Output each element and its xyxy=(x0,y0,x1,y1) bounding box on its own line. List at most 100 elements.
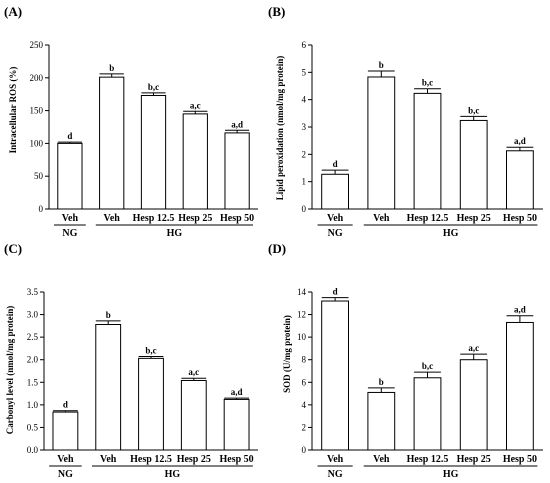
category-label: Veh xyxy=(62,213,79,224)
y-axis-label: Intracellular ROS (%) xyxy=(8,67,18,154)
y-tick-label: 6 xyxy=(302,40,307,50)
category-label: Hesp 50 xyxy=(503,213,537,224)
category-label: Veh xyxy=(373,454,390,465)
significance-label: b,c xyxy=(422,361,433,371)
bar xyxy=(99,76,125,210)
y-tick-label: 1.5 xyxy=(27,377,39,387)
bar xyxy=(182,113,208,210)
panel-a: (A) Intracellular ROS (%) 0 50 100 150 200 25… xyxy=(4,4,258,239)
category-label: Veh xyxy=(373,213,390,224)
significance-label: a,d xyxy=(231,387,243,397)
y-tick-label: 10 xyxy=(297,332,307,342)
y-tick-label: 3.0 xyxy=(27,310,39,320)
category-label: Hesp 12.5 xyxy=(130,454,172,465)
y-tick-label: 2 xyxy=(302,149,307,159)
category-label: Veh xyxy=(327,454,344,465)
category-label: Veh xyxy=(104,213,121,224)
y-tick-label: 3.5 xyxy=(27,287,39,297)
category-label: Hesp 50 xyxy=(220,454,254,465)
bar xyxy=(52,411,79,451)
y-tick-label: 8 xyxy=(302,355,307,365)
y-tick-label: 6 xyxy=(302,377,307,387)
bar xyxy=(223,398,250,451)
panel-b: (B) Lipid peroxidation (nmol/mg protein)… xyxy=(268,4,543,239)
y-tick-label: 50 xyxy=(34,171,44,181)
category-label: Hesp 25 xyxy=(178,213,212,224)
bar xyxy=(413,377,442,451)
significance-label: b xyxy=(379,377,384,387)
significance-label: b xyxy=(109,63,114,73)
bar xyxy=(321,173,349,210)
bar xyxy=(367,391,396,451)
category-label: Veh xyxy=(100,454,117,465)
significance-label: d xyxy=(333,287,338,297)
y-axis-label: Lipid peroxidation (nmol/mg protein) xyxy=(275,56,285,200)
bar xyxy=(140,95,167,210)
y-axis-label: SOD (U/mg protein) xyxy=(282,315,292,393)
significance-label: a,d xyxy=(514,305,526,315)
y-tick-label: 14 xyxy=(297,287,307,297)
category-label: Veh xyxy=(57,454,74,465)
panel-label: (B) xyxy=(268,4,285,19)
y-tick-label: 0 xyxy=(302,204,307,214)
panel-label: (C) xyxy=(4,241,22,256)
y-tick-label: 4 xyxy=(302,400,307,410)
y-tick-label: 150 xyxy=(30,106,44,116)
significance-label: b,c xyxy=(145,346,156,356)
bar xyxy=(459,119,488,210)
category-label: Hesp 50 xyxy=(503,454,537,465)
panel-d: (D) SOD (U/mg protein) 0 2 4 6 8 10 12 14 d Veh b V… xyxy=(268,241,543,480)
group-label: NG xyxy=(328,228,343,239)
panel-label: (D) xyxy=(268,241,286,256)
y-tick-label: 0 xyxy=(302,445,307,455)
bar xyxy=(224,132,250,210)
group-label: NG xyxy=(58,469,73,480)
y-axis-label: Carbonyl level (nmol/mg protein) xyxy=(5,306,15,435)
y-tick-label: 2.5 xyxy=(27,332,39,342)
significance-label: d xyxy=(333,159,338,169)
significance-label: d xyxy=(67,131,72,141)
group-label: NG xyxy=(328,469,343,480)
significance-label: a,c xyxy=(190,100,201,110)
bar xyxy=(180,379,207,451)
bar xyxy=(506,150,534,210)
category-label: Hesp 25 xyxy=(457,454,491,465)
y-tick-label: 4 xyxy=(302,95,307,105)
y-tick-label: 5 xyxy=(302,67,307,77)
y-tick-label: 2 xyxy=(302,422,307,432)
panel-c: (C) Carbonyl level (nmol/mg protein) 0.0… xyxy=(4,241,258,480)
y-tick-label: 1 xyxy=(302,177,307,187)
significance-label: b xyxy=(106,310,111,320)
significance-label: b,c xyxy=(148,82,159,92)
y-tick-label: 100 xyxy=(30,138,44,148)
bar xyxy=(138,357,164,451)
category-label: Hesp 12.5 xyxy=(133,213,175,224)
y-tick-label: 250 xyxy=(30,40,44,50)
significance-label: b,c xyxy=(468,105,479,115)
significance-label: a,c xyxy=(468,343,479,353)
y-tick-label: 0.5 xyxy=(27,422,39,432)
category-label: Hesp 12.5 xyxy=(407,213,449,224)
bar xyxy=(57,142,83,210)
significance-label: b xyxy=(379,60,384,70)
bar xyxy=(506,321,534,451)
bar xyxy=(367,76,396,210)
group-label: HG xyxy=(165,469,181,480)
bar xyxy=(413,92,442,210)
significance-label: a,d xyxy=(514,136,526,146)
y-tick-label: 12 xyxy=(297,310,306,320)
y-tick-label: 2.0 xyxy=(27,355,39,365)
group-label: HG xyxy=(443,228,459,239)
y-tick-label: 1.0 xyxy=(27,400,39,410)
panel-label: (A) xyxy=(4,4,22,19)
bar xyxy=(95,324,122,451)
category-label: Hesp 25 xyxy=(177,454,211,465)
bar xyxy=(459,359,488,451)
significance-label: a,d xyxy=(231,119,243,129)
group-label: HG xyxy=(167,228,183,239)
significance-label: b,c xyxy=(422,78,433,88)
category-label: Veh xyxy=(327,213,344,224)
y-tick-label: 3 xyxy=(302,122,307,132)
y-tick-label: 0 xyxy=(39,204,44,214)
